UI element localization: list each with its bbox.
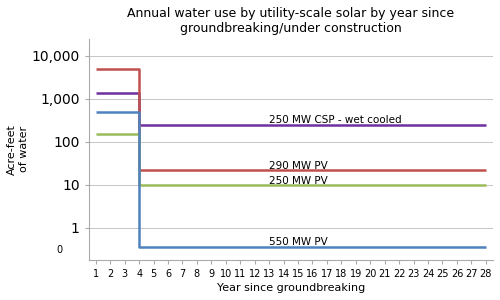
Text: 250 MW CSP - wet cooled: 250 MW CSP - wet cooled [269,115,402,125]
Text: 550 MW PV: 550 MW PV [269,237,328,247]
X-axis label: Year since groundbreaking: Year since groundbreaking [216,283,365,293]
Title: Annual water use by utility-scale solar by year since
groundbreaking/under const: Annual water use by utility-scale solar … [128,7,454,35]
Text: 250 MW PV: 250 MW PV [269,176,328,186]
Text: 0: 0 [56,245,62,255]
Text: 290 MW PV: 290 MW PV [269,161,328,171]
Y-axis label: Acre-feet
of water: Acre-feet of water [7,124,28,175]
